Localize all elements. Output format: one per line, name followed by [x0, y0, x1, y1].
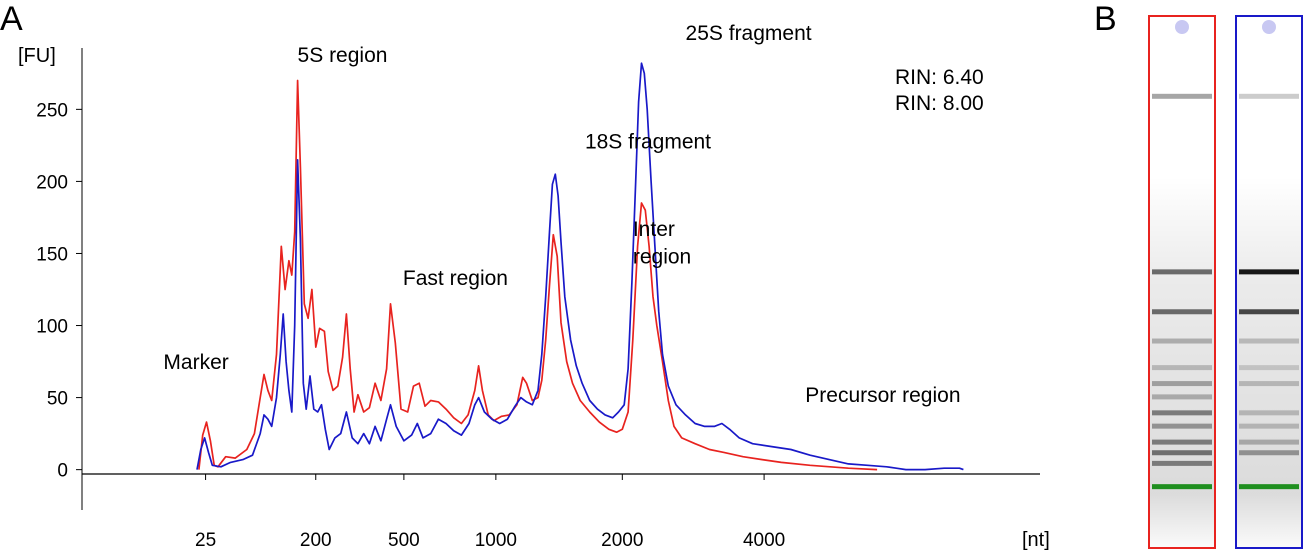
gel-band	[1239, 410, 1299, 416]
gel-band	[1152, 381, 1212, 387]
annotation-label: 25S fragment	[686, 22, 812, 45]
gel-marker-band	[1239, 484, 1299, 490]
gel-band	[1152, 309, 1212, 315]
annotation-label: Fast region	[403, 267, 508, 290]
gel-band	[1152, 439, 1212, 445]
y-tick-label: 50	[47, 389, 68, 410]
y-tick-label: 0	[57, 461, 68, 482]
gel-band	[1152, 460, 1212, 466]
y-tick-label: 250	[36, 100, 68, 121]
annotation-label: Precursor region	[805, 384, 960, 407]
gel-smear	[1237, 17, 1301, 547]
rin-label-blue: RIN: 8.00	[895, 92, 984, 115]
gel-band	[1239, 423, 1299, 429]
annotation-label: Marker	[163, 351, 228, 374]
gel-lane-1	[1235, 15, 1303, 549]
gel-band	[1239, 269, 1299, 275]
gel-band	[1152, 423, 1212, 429]
gel-image	[1148, 15, 1303, 549]
x-tick-label: 25	[195, 530, 216, 551]
y-tick-label: 100	[36, 317, 68, 338]
x-tick-label: 200	[300, 530, 332, 551]
x-tick-label: 500	[388, 530, 420, 551]
panel-b-label: B	[1094, 0, 1117, 38]
x-axis-label: [nt]	[1022, 529, 1050, 551]
gel-band	[1239, 381, 1299, 387]
gel-band	[1152, 338, 1212, 344]
electropherogram-chart: 0 50 100 150 200 250 25 200 500 1000 2000 4000 Mar…	[18, 22, 1050, 551]
gel-band	[1152, 410, 1212, 416]
gel-lane-border	[1148, 15, 1216, 549]
series-line-0	[198, 79, 878, 471]
annotation-label: region	[633, 246, 691, 269]
x-tick-label: 1000	[475, 530, 517, 551]
gel-dot	[1262, 20, 1276, 34]
gel-band	[1239, 338, 1299, 344]
y-axis-label: [FU]	[18, 45, 56, 67]
gel-smear	[1150, 17, 1214, 547]
x-tick-label: 4000	[743, 530, 785, 551]
series-line-1	[196, 62, 964, 471]
annotation-label: 5S region	[298, 44, 388, 67]
y-tick-label: 200	[36, 172, 68, 193]
rin-label-red: RIN: 6.40	[895, 66, 984, 89]
gel-band	[1152, 269, 1212, 275]
gel-lane-0	[1148, 15, 1216, 549]
gel-band	[1239, 365, 1299, 371]
gel-band	[1239, 450, 1299, 456]
y-tick-label: 150	[36, 244, 68, 265]
gel-dot	[1175, 20, 1189, 34]
gel-band	[1152, 450, 1212, 456]
gel-band	[1239, 93, 1299, 99]
gel-band	[1152, 394, 1212, 400]
panel-a-label: A	[0, 0, 23, 38]
x-tick-label: 2000	[601, 530, 643, 551]
gel-marker-band	[1152, 484, 1212, 490]
gel-band	[1152, 365, 1212, 371]
annotation-label: Inter	[633, 218, 675, 241]
gel-band	[1152, 93, 1212, 99]
gel-band	[1239, 439, 1299, 445]
gel-lane-border	[1235, 15, 1303, 549]
annotation-label: 18S fragment	[585, 130, 711, 153]
gel-band	[1239, 309, 1299, 315]
